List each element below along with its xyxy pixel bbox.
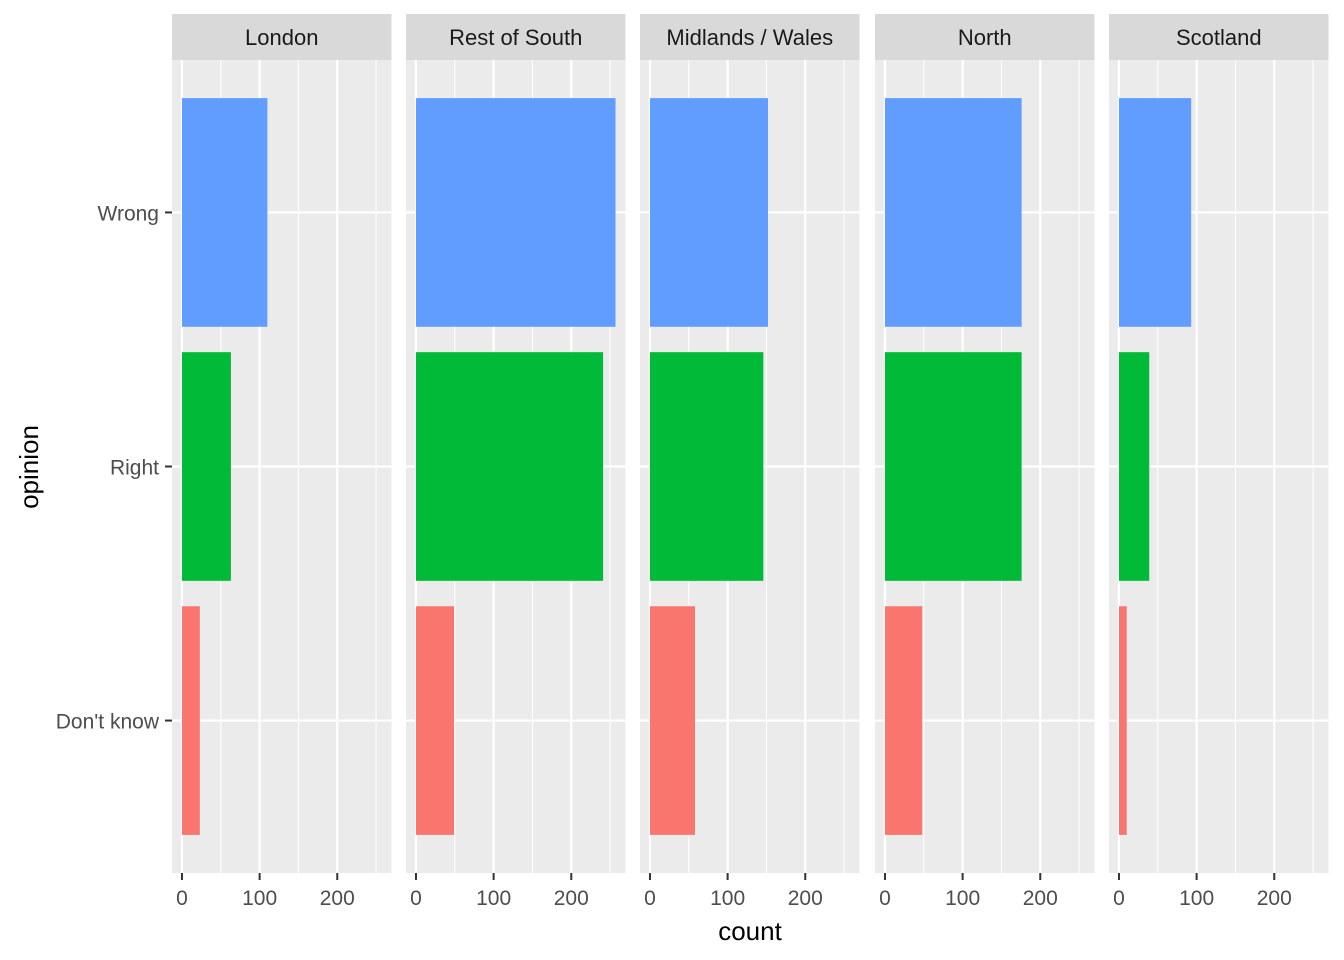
x-tick-label: 200 <box>1023 887 1058 910</box>
y-tick-label: Right <box>110 457 159 480</box>
x-tick-label: 0 <box>410 887 422 910</box>
x-tick-label: 0 <box>644 887 656 910</box>
x-tick-label: 200 <box>554 887 589 910</box>
bar-wrong <box>181 98 268 327</box>
bar-don-t-know <box>884 606 923 835</box>
x-axis-title: count <box>718 916 782 946</box>
facet-panel: Rest of South 0 100 200 <box>406 14 626 910</box>
facet-strip-label: North <box>958 25 1012 50</box>
facet-panel: Scotland 0 100 200 <box>1109 14 1329 910</box>
bar-right <box>415 352 604 581</box>
bar-right <box>649 352 764 581</box>
x-tick-label: 100 <box>476 887 511 910</box>
x-tick-label: 100 <box>945 887 980 910</box>
facet-panel: North 0 100 200 <box>875 14 1095 910</box>
x-tick-label: 200 <box>1257 887 1292 910</box>
facet-strip-label: Scotland <box>1176 25 1262 50</box>
facet-strip <box>172 14 392 60</box>
x-tick-label: 0 <box>176 887 188 910</box>
x-tick-label: 100 <box>710 887 745 910</box>
bar-right <box>1118 352 1150 581</box>
y-tick-label: Wrong <box>98 202 159 225</box>
bar-wrong <box>415 98 616 327</box>
facet-strip-label: Midlands / Wales <box>666 25 833 50</box>
facet-panel: Midlands / Wales 0 100 200 <box>640 14 860 910</box>
y-axis: Don't know Right Wrong <box>56 202 172 734</box>
bar-don-t-know <box>649 606 696 835</box>
facet-strip <box>640 14 860 60</box>
bar-wrong <box>1118 98 1192 327</box>
x-tick-label: 0 <box>879 887 891 910</box>
bar-wrong <box>649 98 768 327</box>
x-tick-label: 0 <box>1113 887 1125 910</box>
facet-strip <box>875 14 1095 60</box>
facet-strip-label: London <box>245 25 318 50</box>
facet-strip <box>406 14 626 60</box>
bar-don-t-know <box>415 606 455 835</box>
bar-right <box>181 352 231 581</box>
bar-wrong <box>884 98 1022 327</box>
x-tick-label: 100 <box>1179 887 1214 910</box>
bar-right <box>884 352 1022 581</box>
x-tick-label: 200 <box>788 887 823 910</box>
x-tick-label: 100 <box>242 887 277 910</box>
bar-don-t-know <box>1118 606 1127 835</box>
facet-strip-label: Rest of South <box>449 25 582 50</box>
y-axis-title: opinion <box>14 425 44 509</box>
x-tick-label: 200 <box>320 887 355 910</box>
bar-don-t-know <box>181 606 200 835</box>
facet-strip <box>1109 14 1329 60</box>
facet-panel: London 0 100 200 <box>172 14 392 910</box>
y-tick-label: Don't know <box>56 711 160 734</box>
